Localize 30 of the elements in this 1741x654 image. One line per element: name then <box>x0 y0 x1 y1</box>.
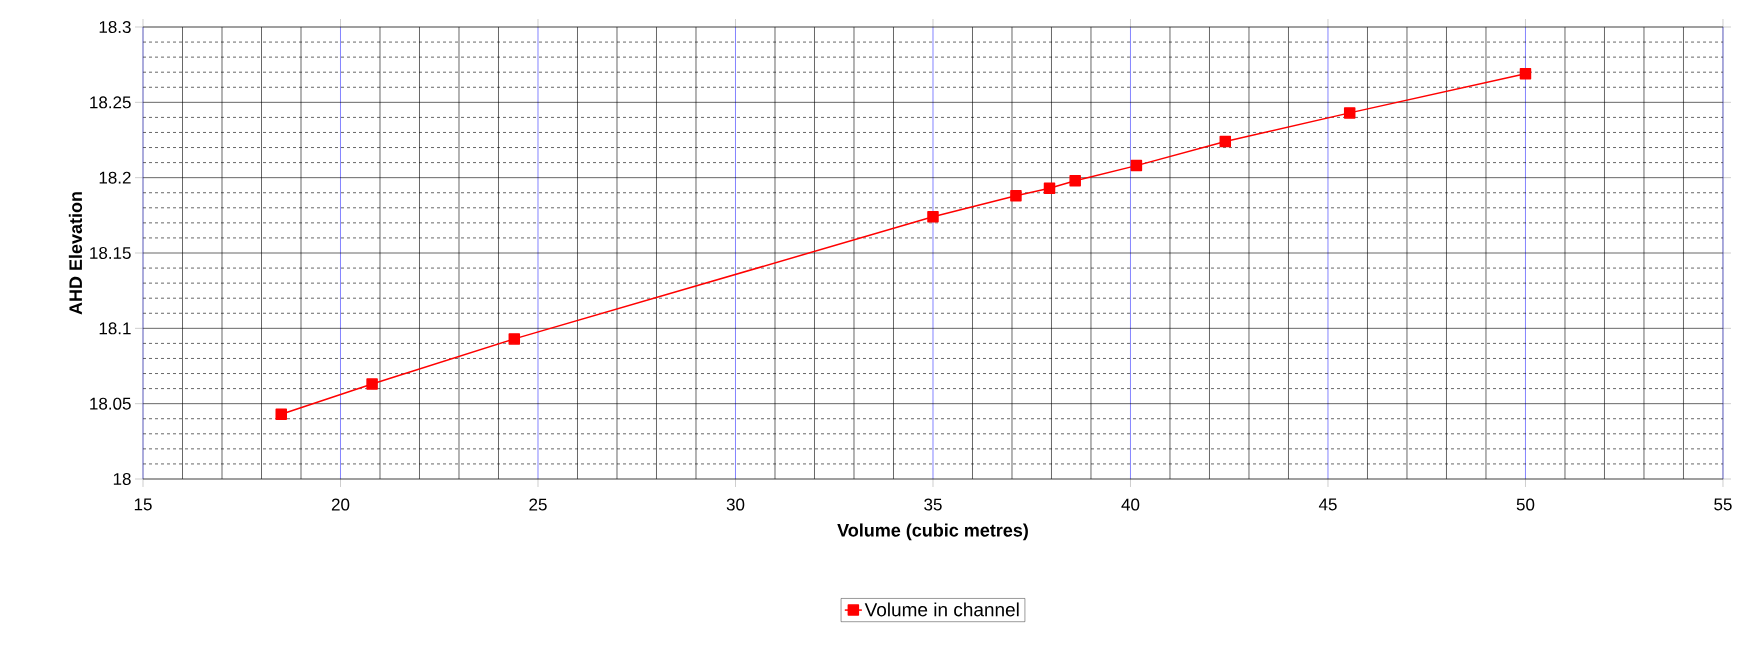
x-tick-label: 15 <box>134 498 152 511</box>
x-axis-title: Volume (cubic metres) <box>837 523 1028 541</box>
point <box>1043 182 1056 194</box>
legend-label: Volume in channel <box>864 602 1019 617</box>
y-tick-label: 18 <box>113 472 131 486</box>
y-tick-label: 18.1 <box>99 322 131 335</box>
point <box>927 211 939 223</box>
point <box>366 378 378 390</box>
y-tick-label: 18.3 <box>99 20 131 34</box>
point <box>508 333 521 345</box>
y-axis-title: AHD Elevation <box>68 192 83 315</box>
point <box>1069 174 1081 187</box>
x-tick-label: 50 <box>1516 498 1535 511</box>
point <box>1010 190 1022 202</box>
x-tick-label: 20 <box>331 498 350 511</box>
point <box>1219 135 1232 148</box>
y-tick-label: 18.25 <box>90 96 131 109</box>
x-tick-label: 35 <box>924 498 942 511</box>
x-tick-label: 45 <box>1318 498 1337 511</box>
x-tick-label: 40 <box>1121 498 1140 511</box>
y-tick-label: 18.15 <box>90 246 131 260</box>
point <box>1130 159 1143 172</box>
y-tick-label: 18.05 <box>90 397 131 410</box>
point <box>1519 67 1532 80</box>
point <box>275 408 287 420</box>
x-tick-label: 25 <box>529 498 547 511</box>
x-tick-label: 55 <box>1714 498 1732 511</box>
x-tick-label: 30 <box>726 498 745 511</box>
point <box>1343 107 1356 119</box>
y-tick-label: 18.2 <box>99 171 131 184</box>
